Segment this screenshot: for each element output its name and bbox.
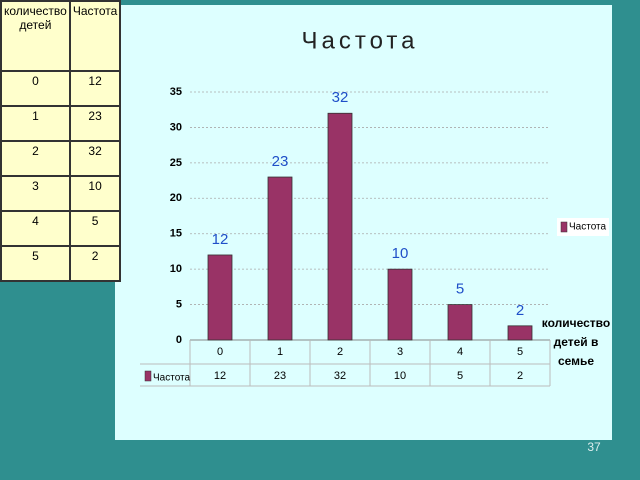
data-label: 2 (516, 302, 524, 319)
data-table-value: 32 (334, 370, 346, 382)
table-cell: 0 (0, 70, 71, 107)
table-cell: 1 (0, 105, 71, 142)
x-tick-label: 3 (397, 346, 403, 358)
table-cell: 5 (0, 245, 71, 282)
table-header: количество детей (0, 0, 71, 72)
table-header: Частота (68, 0, 122, 72)
table-cell: 32 (68, 140, 122, 177)
data-table-value: 5 (457, 370, 463, 382)
bar (267, 176, 293, 341)
bar (207, 254, 233, 341)
data-label: 5 (456, 281, 464, 298)
data-table-value: 23 (274, 370, 286, 382)
legend-box (557, 218, 609, 236)
chart-title: Частота (302, 27, 419, 54)
table-cell: 5 (68, 210, 122, 247)
x-tick-label: 2 (337, 346, 343, 358)
table-cell: 2 (68, 245, 122, 282)
data-label: 10 (392, 245, 409, 262)
y-tick-label: 35 (170, 86, 182, 98)
bar (327, 112, 353, 341)
y-tick-label: 15 (170, 228, 182, 240)
x-tick-label: 5 (517, 346, 523, 358)
x-tick-label: 1 (277, 346, 283, 358)
data-label: 23 (272, 153, 289, 170)
y-tick-label: 10 (170, 263, 182, 275)
page-number: 37 (587, 440, 601, 454)
table-cell: 12 (68, 70, 122, 107)
bar (387, 268, 413, 341)
data-table-value: 10 (394, 370, 406, 382)
data-table: количество детей Частота 0 12 1 23 2 32 3 10 4 5 5 2 (0, 0, 122, 282)
data-table-value: 12 (214, 370, 226, 382)
y-tick-label: 30 (170, 121, 182, 133)
y-tick-label: 25 (170, 157, 182, 169)
table-cell: 10 (68, 175, 122, 212)
x-tick-label: 4 (457, 346, 463, 358)
y-tick-label: 20 (170, 192, 182, 204)
table-cell: 23 (68, 105, 122, 142)
legend-key (144, 370, 152, 382)
data-label: 32 (332, 89, 349, 106)
bar (447, 304, 473, 341)
y-tick-label: 5 (176, 298, 182, 310)
table-cell: 4 (0, 210, 71, 247)
y-tick-label: 0 (176, 334, 182, 346)
data-label: 12 (212, 231, 229, 248)
legend-label: Частота (153, 373, 191, 384)
data-table-value: 2 (517, 370, 523, 382)
x-axis-title: количество детей в семье (541, 316, 611, 368)
x-tick-label: 0 (217, 346, 223, 358)
chart-area (115, 5, 612, 440)
legend-key (560, 221, 568, 233)
table-cell: 3 (0, 175, 71, 212)
table-cell: 2 (0, 140, 71, 177)
bar (507, 325, 533, 341)
legend-label: Частота (569, 222, 607, 233)
